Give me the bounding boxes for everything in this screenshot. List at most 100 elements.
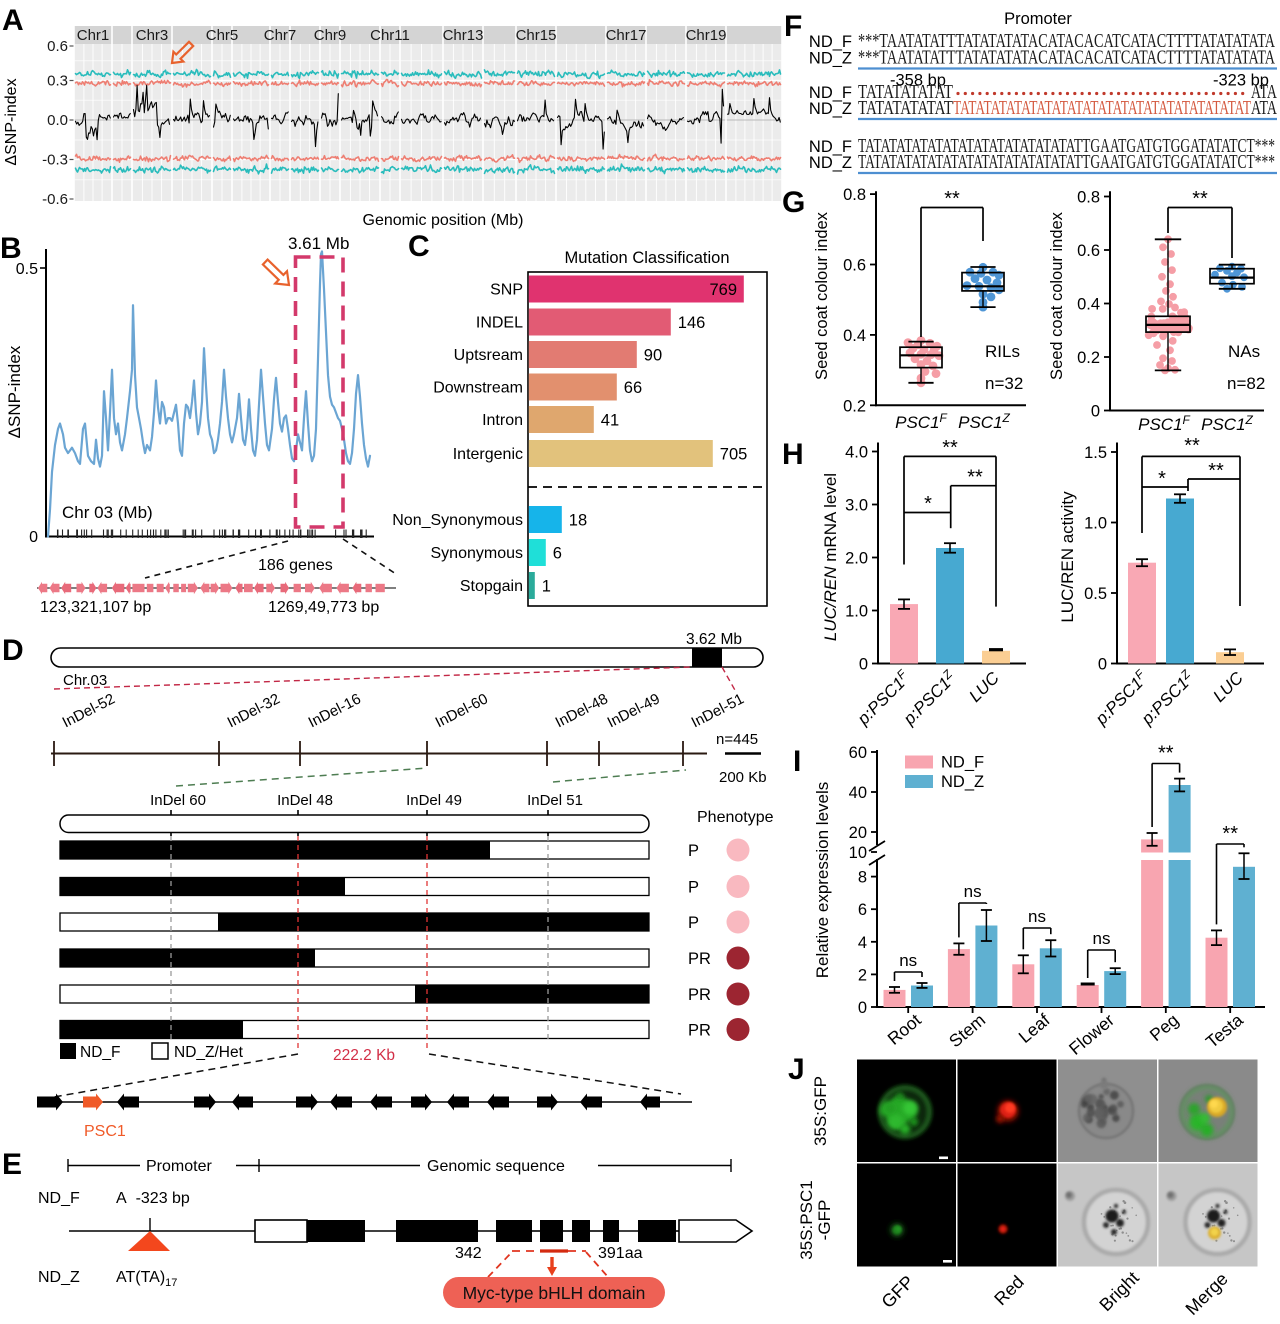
svg-text:ns: ns [899, 951, 917, 970]
svg-text:Seed coat colour index: Seed coat colour index [1048, 211, 1066, 380]
svg-text:ATA: ATA [1251, 97, 1277, 119]
svg-text:Leaf: Leaf [1015, 1010, 1054, 1047]
svg-text:ND_Z/Het: ND_Z/Het [174, 1044, 244, 1061]
svg-text:Genomic position (Mb): Genomic position (Mb) [363, 212, 524, 229]
svg-text:186 genes: 186 genes [258, 557, 333, 574]
svg-text:0.0: 0.0 [47, 112, 68, 129]
svg-text:Chr15: Chr15 [516, 27, 557, 44]
svg-text:F: F [784, 10, 802, 43]
svg-text:P: P [688, 879, 699, 897]
svg-text:TATATATATAT: TATATATATAT [858, 97, 953, 119]
svg-text:ΔSNP-index: ΔSNP-index [3, 78, 20, 165]
svg-text:3.61 Mb: 3.61 Mb [288, 234, 349, 253]
svg-text:123,321,107 bp: 123,321,107 bp [40, 599, 151, 616]
svg-text:I: I [793, 745, 801, 778]
svg-text:-323 bp: -323 bp [1213, 72, 1269, 90]
svg-text:GFP: GFP [878, 1272, 918, 1312]
svg-text:ND_F: ND_F [941, 754, 984, 772]
svg-text:Relative expression levels: Relative expression levels [813, 782, 832, 979]
svg-text:Non_Synonymous: Non_Synonymous [392, 512, 523, 529]
svg-text:1.5: 1.5 [1084, 444, 1107, 462]
svg-text:6: 6 [858, 901, 867, 919]
svg-text:J: J [788, 1053, 805, 1086]
svg-text:0.5: 0.5 [16, 261, 38, 278]
svg-text:Uptsream: Uptsream [454, 347, 523, 364]
svg-text:ns: ns [1093, 929, 1111, 948]
svg-text:Intron: Intron [482, 412, 523, 429]
svg-text:-GFP: -GFP [815, 1200, 834, 1241]
svg-text:RILs: RILs [985, 342, 1020, 361]
svg-text:0.8: 0.8 [1077, 189, 1100, 207]
svg-text:LUC: LUC [1209, 668, 1247, 706]
svg-text:TATATATATAT: TATATATATAT [858, 81, 953, 103]
svg-text:0.6: 0.6 [843, 257, 866, 275]
svg-text:90: 90 [644, 347, 662, 365]
svg-text:Chr3: Chr3 [136, 27, 169, 44]
svg-text:705: 705 [720, 446, 748, 464]
svg-text:2.0: 2.0 [845, 550, 868, 568]
svg-text:0: 0 [859, 656, 868, 674]
svg-text:Chr11: Chr11 [370, 27, 410, 44]
svg-text:200 Kb: 200 Kb [719, 769, 767, 786]
svg-text:Seed coat colour index: Seed coat colour index [813, 211, 831, 380]
svg-text:ND_F: ND_F [38, 1190, 80, 1207]
svg-text:P: P [688, 914, 699, 932]
svg-text:ND_Z: ND_Z [809, 50, 852, 68]
svg-text:0.4: 0.4 [843, 327, 866, 345]
svg-text:0.8: 0.8 [843, 186, 866, 204]
svg-text:0.6: 0.6 [47, 38, 68, 55]
svg-text:ND_F: ND_F [809, 33, 852, 51]
svg-text:ND_Z: ND_Z [809, 154, 852, 172]
svg-text:InDel 60: InDel 60 [150, 792, 206, 809]
svg-text:0.2: 0.2 [843, 397, 866, 415]
svg-text:Peg: Peg [1146, 1010, 1183, 1045]
svg-text:ATA: ATA [1251, 81, 1277, 103]
svg-text:LUC: LUC [965, 668, 1003, 706]
svg-text:Chr 03 (Mb): Chr 03 (Mb) [62, 503, 153, 522]
svg-text:60: 60 [849, 744, 867, 762]
svg-text:H: H [782, 438, 804, 471]
svg-text:InDel 51: InDel 51 [527, 792, 583, 809]
svg-text:1269,49,773 bp: 1269,49,773 bp [268, 599, 379, 616]
svg-text:InDel-16: InDel-16 [306, 690, 364, 731]
svg-text:40: 40 [849, 784, 867, 802]
svg-text:InDel-51: InDel-51 [689, 690, 747, 731]
svg-text:n=32: n=32 [985, 374, 1023, 393]
svg-text:Phenotype: Phenotype [697, 809, 774, 826]
svg-text:Downstream: Downstream [433, 380, 523, 397]
svg-text:LUC/REN activity: LUC/REN activity [1058, 491, 1077, 623]
svg-text:*: * [924, 493, 932, 515]
svg-text:1: 1 [542, 578, 551, 596]
svg-text:Chr1: Chr1 [77, 27, 110, 44]
svg-text:146: 146 [678, 314, 706, 332]
svg-text:0.5: 0.5 [1084, 585, 1107, 603]
svg-text:ΔSNP-index: ΔSNP-index [5, 345, 24, 438]
svg-text:4: 4 [858, 934, 867, 952]
svg-text:3.62 Mb: 3.62 Mb [686, 631, 742, 648]
svg-text:InDel-52: InDel-52 [60, 690, 118, 731]
svg-text:PSC1F: PSC1F [1138, 413, 1190, 434]
svg-text:Promoter: Promoter [146, 1158, 212, 1175]
svg-text:Bright: Bright [1095, 1268, 1142, 1315]
svg-text:*: * [1158, 468, 1166, 490]
svg-text:1.0: 1.0 [1084, 515, 1107, 533]
svg-text:Root: Root [884, 1010, 925, 1049]
svg-text:AT(TA)17: AT(TA)17 [116, 1269, 177, 1289]
svg-text:TATATATATATATATATATATATATATATT: TATATATATATATATATATATATATATATTGAATGATGTG… [858, 151, 1275, 173]
svg-text:PSC1Z: PSC1Z [1201, 413, 1253, 434]
svg-text:TATATATATATATATATATATATATATATA: TATATATATATATATATATATATATATATATATATATAT [953, 97, 1251, 119]
svg-text:E: E [2, 1148, 22, 1181]
svg-text:**: ** [1158, 743, 1174, 765]
svg-text:Stopgain: Stopgain [460, 578, 523, 595]
svg-text:Mutation Classification: Mutation Classification [564, 249, 729, 267]
svg-text:PR: PR [688, 950, 711, 968]
svg-text:INDEL: INDEL [476, 315, 523, 332]
svg-text:Testa: Testa [1202, 1010, 1247, 1052]
svg-text:66: 66 [624, 379, 642, 397]
svg-text:NAs: NAs [1228, 342, 1260, 361]
svg-text:Red: Red [990, 1272, 1027, 1309]
svg-text:ND_Z: ND_Z [809, 100, 852, 118]
svg-text:Myc-type bHLH domain: Myc-type bHLH domain [463, 1283, 646, 1303]
svg-text:PSC1F: PSC1F [895, 411, 947, 432]
svg-text:41: 41 [601, 412, 619, 430]
